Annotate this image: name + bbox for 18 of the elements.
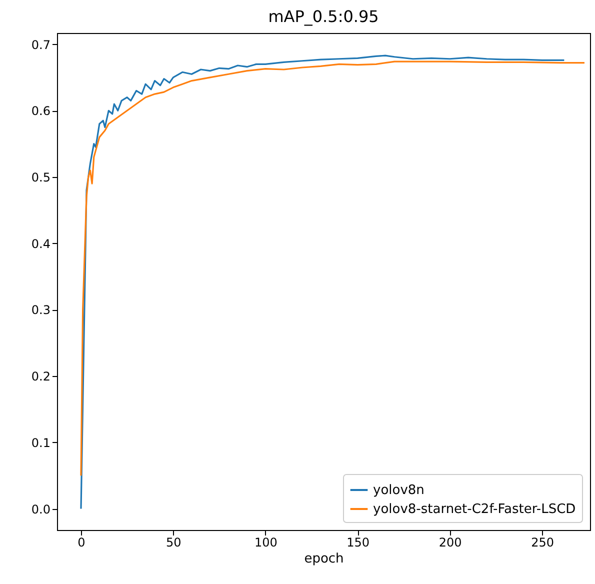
x-tick-label: 0 — [78, 536, 86, 550]
x-axis-title: epoch — [304, 552, 344, 566]
y-tick-label: 0.7 — [31, 38, 50, 52]
y-tick-label: 0.2 — [31, 370, 50, 384]
y-tick-label: 0.0 — [31, 502, 50, 516]
x-tick-label: 250 — [531, 536, 554, 550]
x-tick-label: 50 — [166, 536, 182, 550]
chart-title: mAP_0.5:0.95 — [268, 7, 379, 26]
y-tick-label: 0.6 — [31, 104, 50, 118]
x-tick-label: 100 — [254, 536, 278, 550]
y-tick-label: 0.3 — [31, 303, 50, 318]
y-tick-label: 0.1 — [31, 436, 50, 450]
y-tick-label: 0.4 — [31, 236, 50, 251]
x-tick-label: 150 — [346, 536, 370, 550]
legend-label: yolov8-starnet-C2f-Faster-LSCD — [373, 502, 576, 517]
y-tick-label: 0.5 — [31, 170, 50, 184]
legend-label: yolov8n — [373, 483, 424, 498]
x-tick-label: 200 — [438, 536, 462, 550]
